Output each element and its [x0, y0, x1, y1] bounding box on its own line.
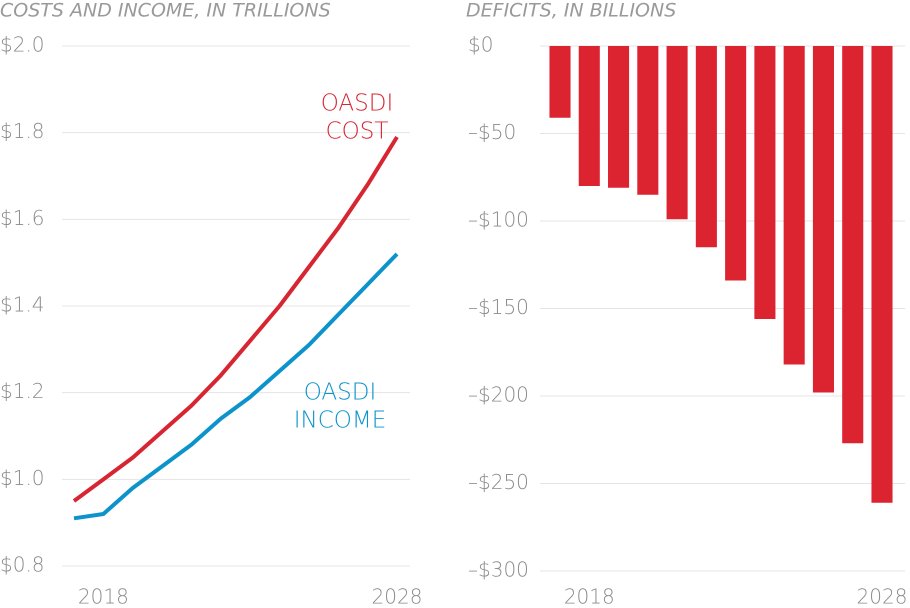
annotation: OASDI: [304, 380, 377, 406]
y-tick-label: –$200: [468, 383, 529, 407]
bar: [871, 46, 893, 503]
y-tick-label: $1.0: [0, 466, 45, 490]
bar: [608, 46, 630, 188]
y-tick-label: $1.6: [0, 206, 45, 230]
annotation: INCOME: [294, 408, 387, 434]
bar: [812, 46, 834, 393]
bar: [549, 46, 571, 118]
y-tick-label: –$300: [468, 558, 529, 582]
line: [72, 135, 399, 503]
x-tick-label: 2018: [564, 585, 615, 608]
y-tick-label: –$100: [468, 208, 529, 232]
bar: [754, 46, 776, 319]
line: [73, 252, 399, 521]
y-tick-label: $1.4: [0, 293, 45, 317]
bar: [578, 46, 600, 186]
y-tick-label: $2.0: [0, 33, 45, 57]
y-tick-label: $0: [468, 33, 493, 57]
y-tick-label: –$250: [468, 470, 529, 494]
y-tick-label: –$50: [468, 120, 516, 144]
bar: [637, 46, 659, 195]
chart-title: COSTS AND INCOME, IN TRILLIONS: [0, 0, 331, 22]
y-tick-label: –$150: [468, 295, 529, 319]
bar: [666, 46, 688, 220]
chart-title: DEFICITS, IN BILLIONS: [466, 0, 676, 22]
x-tick-label: 2028: [372, 585, 423, 608]
x-tick-label: 2018: [78, 585, 129, 608]
bar: [842, 46, 864, 444]
annotation: COST: [326, 119, 389, 145]
bar: [725, 46, 747, 281]
bar: [695, 46, 717, 248]
annotation: OASDI: [321, 91, 394, 117]
y-tick-label: $1.8: [0, 119, 45, 143]
y-tick-label: $0.8: [0, 553, 45, 577]
bar: [783, 46, 805, 365]
x-tick-label: 2028: [857, 585, 908, 608]
y-tick-label: $1.2: [0, 379, 45, 403]
